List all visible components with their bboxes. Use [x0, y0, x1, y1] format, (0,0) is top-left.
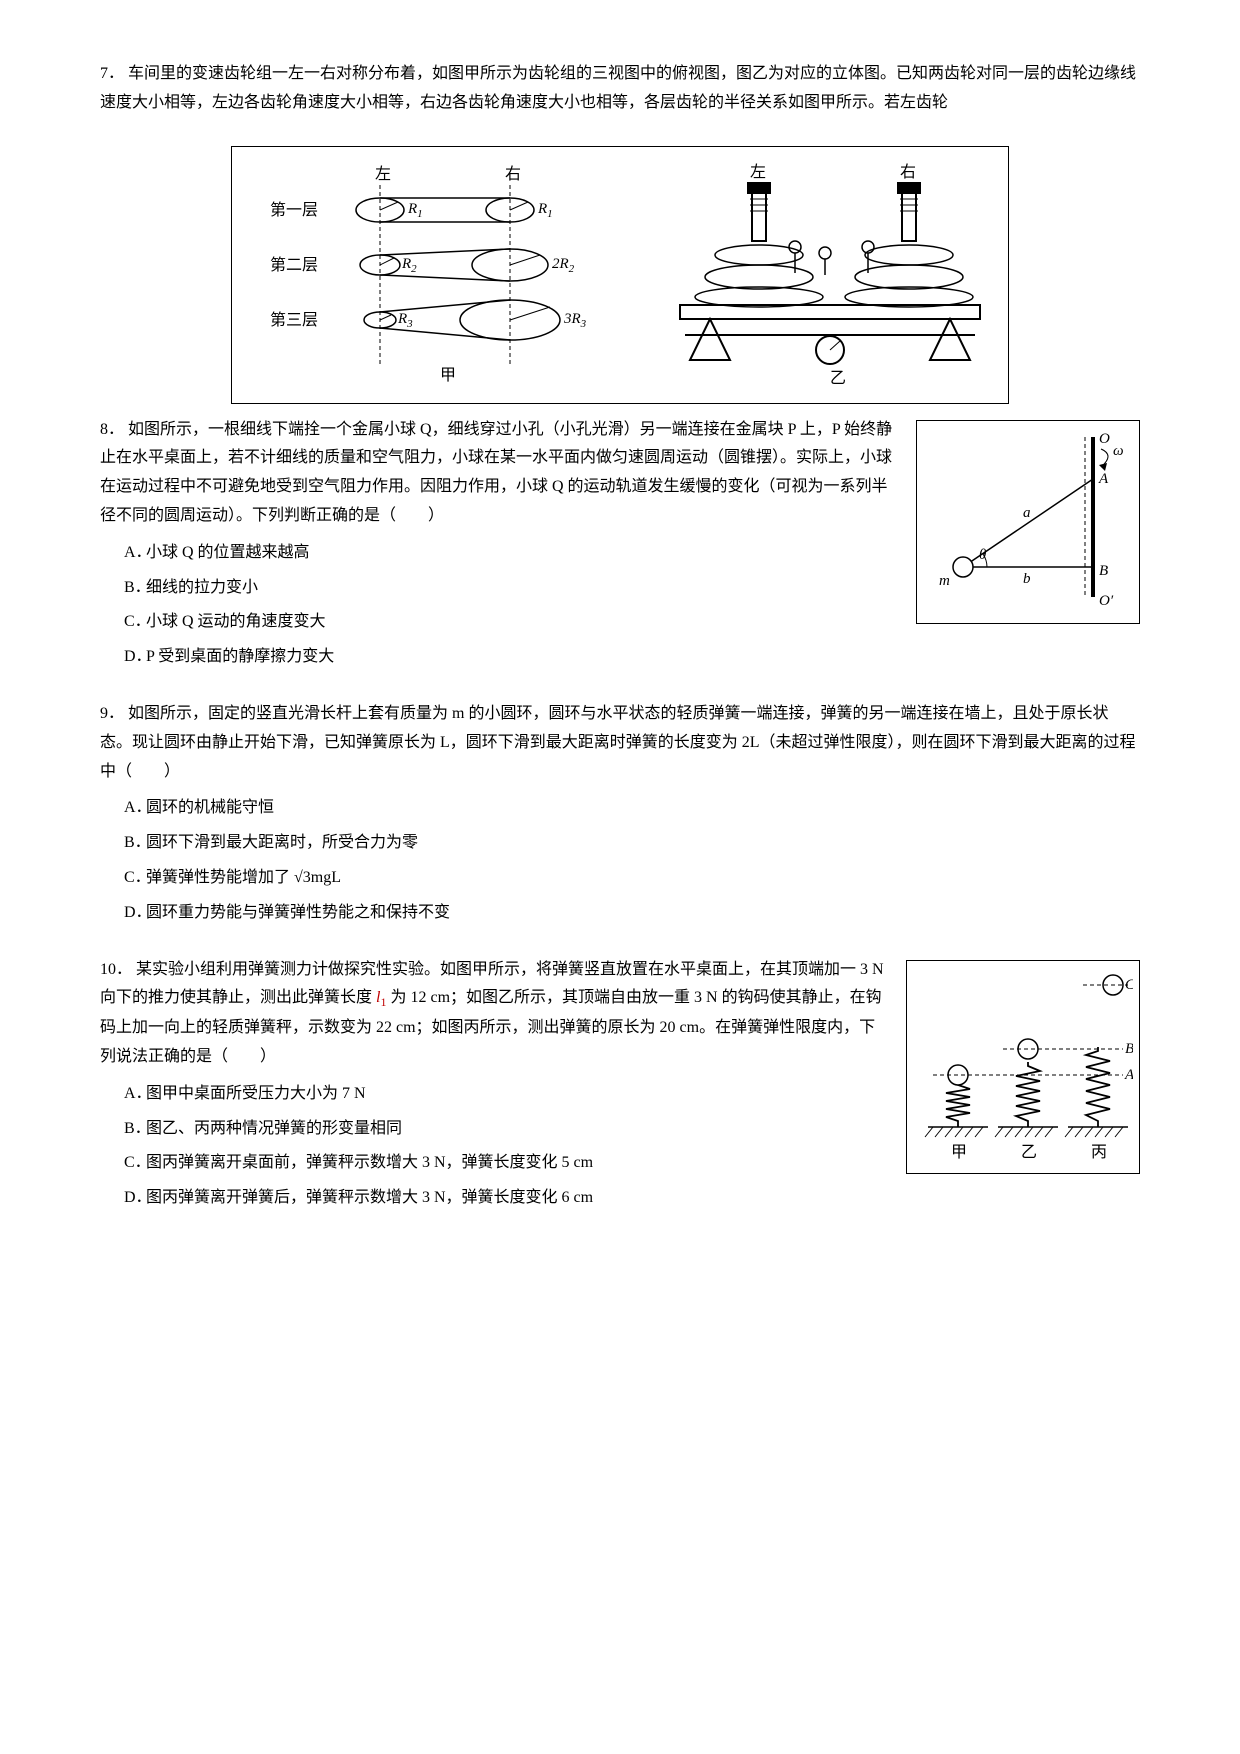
figure-q10: A B C 甲 乙 丙 [906, 960, 1140, 1174]
fig2-m: m [939, 573, 950, 589]
q10-stem: 某实验小组利用弹簧测力计做探究性实验。如图甲所示，将弹簧竖直放置在水平桌面上，在… [100, 961, 884, 1065]
q9-opt-d: D．圆环重力势能与弹簧弹性势能之和保持不变 [124, 899, 1140, 928]
fig1-r3r: 3R3 [563, 311, 587, 330]
q8-stem: 如图所示，一根细线下端拴一个金属小球 Q，细线穿过小孔（小孔光滑）另一端连接在金… [100, 421, 892, 524]
fig1-left-top-left: 左 [375, 165, 391, 183]
q7-stem: 车间里的变速齿轮组一左一右对称分布着，如图甲所示为齿轮组的三视图中的俯视图，图乙… [100, 65, 1136, 111]
fig3-jia: 甲 [951, 1144, 967, 1161]
fig1-r2r: 2R2 [552, 256, 575, 275]
fig2-theta: θ [979, 547, 987, 563]
figure-q8-svg: O O′ ω A B a b θ m [923, 427, 1133, 617]
fig1-row3: 第三层 [270, 311, 318, 329]
fig3-yi: 乙 [1021, 1144, 1037, 1161]
fig2-A: A [1098, 471, 1109, 487]
fig1-row2: 第二层 [270, 256, 318, 274]
q9-num: 9． [100, 705, 124, 722]
fig2-a: a [1023, 505, 1031, 521]
fig1-r1r: R1 [537, 201, 553, 220]
fig1-row1: 第一层 [270, 201, 318, 219]
fig2-w: ω [1113, 443, 1124, 459]
q10-opt-d: D．图丙弹簧离开弹簧后，弹簧秤示数增大 3 N，弹簧长度变化 6 cm [124, 1184, 1140, 1213]
fig3-bing: 丙 [1091, 1144, 1107, 1161]
fig2-Op: O′ [1099, 593, 1114, 609]
figure-q10-svg: A B C 甲 乙 丙 [913, 967, 1133, 1167]
fig1-left-top-right: 右 [505, 165, 521, 183]
fig1-right-top-r: 右 [900, 163, 916, 181]
q9-opt-c: C．弹簧弹性势能增加了 √3mgL [124, 864, 1140, 893]
fig1-caption-jia: 甲 [440, 367, 456, 384]
fig1-r2l: R2 [401, 256, 417, 275]
fig3-C: C [1125, 977, 1133, 993]
figure-q8: O O′ ω A B a b θ m [916, 420, 1140, 624]
q9-opt-a: A．圆环的机械能守恒 [124, 794, 1140, 823]
fig1-r3l: R3 [397, 311, 413, 330]
fig2-b: b [1023, 571, 1031, 587]
q10-num: 10． [100, 961, 132, 978]
q9-options: A．圆环的机械能守恒 B．圆环下滑到最大距离时，所受合力为零 C．弹簧弹性势能增… [124, 794, 1140, 927]
fig1-caption-yi: 乙 [830, 370, 846, 387]
question-9: 9． 如图所示，固定的竖直光滑长杆上套有质量为 m 的小圆环，圆环与水平状态的轻… [100, 700, 1140, 928]
figure-q7: 左 右 第一层 第二层 第三层 R1 R1 [231, 146, 1009, 404]
question-7: 7． 车间里的变速齿轮组一左一右对称分布着，如图甲所示为齿轮组的三视图中的俯视图… [100, 60, 1140, 118]
figure-q7-svg: 左 右 第一层 第二层 第三层 R1 R1 [240, 155, 1000, 395]
q7-num: 7． [100, 65, 124, 82]
q8-num: 8． [100, 421, 124, 438]
fig2-O: O [1099, 431, 1110, 447]
fig2-B: B [1099, 563, 1108, 579]
q9-stem: 如图所示，固定的竖直光滑长杆上套有质量为 m 的小圆环，圆环与水平状态的轻质弹簧… [100, 705, 1136, 780]
fig1-r1l: R1 [407, 201, 423, 220]
q9-opt-b: B．圆环下滑到最大距离时，所受合力为零 [124, 829, 1140, 858]
q8-opt-d: D．P 受到桌面的静摩擦力变大 [124, 643, 1140, 672]
fig3-A: A [1124, 1067, 1133, 1083]
fig1-right-top-l: 左 [750, 163, 766, 181]
fig3-B: B [1125, 1041, 1133, 1057]
